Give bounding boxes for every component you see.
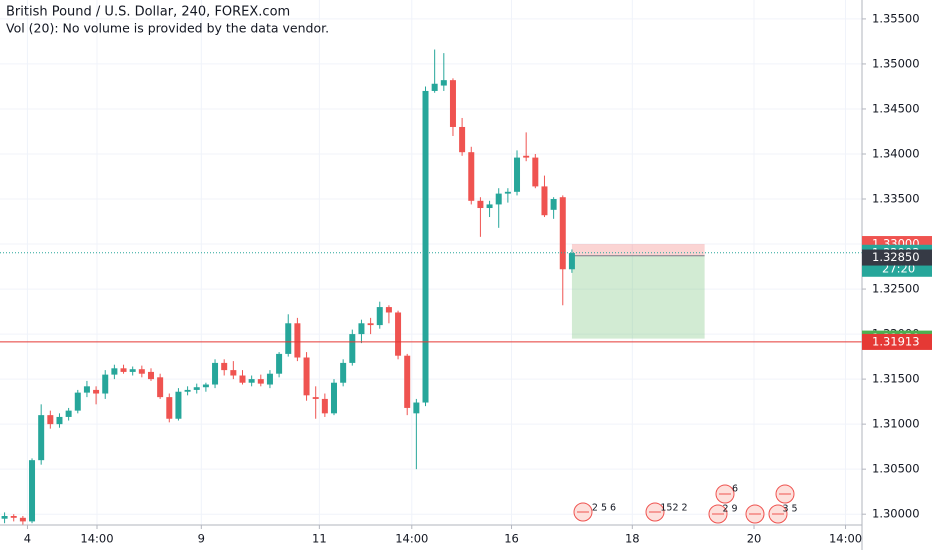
x-tick-label: 14:00 xyxy=(829,532,862,546)
price-label: 1.32850 xyxy=(872,250,920,264)
candle-body xyxy=(193,387,200,390)
x-tick-label: 14:00 xyxy=(80,532,113,546)
event-label: 2 5 6 xyxy=(592,503,616,514)
x-tick-label: 16 xyxy=(504,532,519,546)
candle-body xyxy=(276,353,283,374)
candle-body xyxy=(266,373,273,385)
x-tick-label: 18 xyxy=(625,532,640,546)
candle-body xyxy=(404,355,411,408)
candle-body xyxy=(385,307,392,313)
candle-body xyxy=(230,370,237,376)
x-tick-label: 14:00 xyxy=(395,532,428,546)
candle-body xyxy=(10,515,17,518)
candle-body xyxy=(550,199,557,210)
candle-body xyxy=(303,357,310,396)
candle-body xyxy=(422,90,429,403)
price-label-bg xyxy=(862,249,932,266)
x-tick-label: 4 xyxy=(24,532,31,546)
x-tick-label: 20 xyxy=(747,532,762,546)
candle-body xyxy=(321,398,328,414)
candle-body xyxy=(459,126,466,153)
candle-body xyxy=(514,157,521,192)
x-tick-label: 11 xyxy=(312,532,327,546)
candle-body xyxy=(93,389,100,394)
candle-body xyxy=(147,371,154,380)
candle-body xyxy=(495,193,502,205)
candle-body xyxy=(56,416,63,425)
y-tick-label: 1.30500 xyxy=(872,462,920,476)
candle-body xyxy=(221,362,228,371)
candle-body xyxy=(38,415,45,461)
candle-body xyxy=(367,323,374,326)
candle-body xyxy=(175,391,182,419)
candle-body xyxy=(468,152,475,201)
candle-body xyxy=(111,368,118,375)
candle-body xyxy=(440,80,447,86)
candle-body xyxy=(312,397,319,399)
price-label-bg xyxy=(862,333,932,350)
y-tick-label: 1.33500 xyxy=(872,192,920,206)
candle-body xyxy=(257,379,264,384)
candle-body xyxy=(376,307,383,326)
candle-body xyxy=(83,386,90,393)
candle-body xyxy=(102,374,109,394)
target-zone xyxy=(571,255,705,339)
price-label: 1.31913 xyxy=(872,334,920,348)
candle-body xyxy=(559,197,566,270)
candle-body xyxy=(486,204,493,209)
candle-body xyxy=(19,517,26,522)
candle-body xyxy=(285,323,292,354)
candle-body xyxy=(129,369,136,372)
candle-body xyxy=(184,389,191,392)
candle-body xyxy=(166,397,173,419)
candle-body xyxy=(202,384,209,388)
candle-body xyxy=(431,83,438,91)
candle-body xyxy=(138,369,145,374)
y-tick-label: 1.31500 xyxy=(872,372,920,386)
grid xyxy=(0,0,862,525)
candle-body xyxy=(65,410,72,417)
candle-body xyxy=(294,323,301,358)
stop-zone xyxy=(571,244,705,256)
plot xyxy=(0,49,862,525)
candle-body xyxy=(248,379,255,383)
candle-body xyxy=(523,155,530,158)
candle-body xyxy=(395,312,402,356)
y-tick-label: 1.31000 xyxy=(872,417,920,431)
candle-body xyxy=(449,80,456,127)
candle-body xyxy=(47,415,54,425)
candle-body xyxy=(358,323,365,335)
candle-body xyxy=(331,382,338,414)
event-label: 2 9 xyxy=(722,504,737,515)
candle-body xyxy=(532,157,539,187)
candle-body xyxy=(1,515,8,519)
candle-body xyxy=(74,392,81,411)
event-label: 6 xyxy=(732,484,738,495)
event-label: 3 5 xyxy=(782,504,797,515)
y-tick-label: 1.30000 xyxy=(872,507,920,521)
candle-body xyxy=(212,362,219,385)
candle-body xyxy=(568,253,575,270)
y-tick-label: 1.35000 xyxy=(872,56,920,70)
candle-body xyxy=(120,368,127,372)
candle-body xyxy=(239,375,246,383)
y-tick-label: 1.35500 xyxy=(872,11,920,25)
subtitle: Vol (20): No volume is provided by the d… xyxy=(6,21,329,36)
candle-body xyxy=(541,186,548,216)
candle-body xyxy=(504,191,511,194)
y-tick-label: 1.34500 xyxy=(872,101,920,115)
candle-body xyxy=(157,377,164,398)
x-tick-label: 9 xyxy=(198,532,205,546)
y-tick-label: 1.32500 xyxy=(872,282,920,296)
chart-title: British Pound / U.S. Dollar, 240, FOREX.… xyxy=(6,5,290,20)
candle-body xyxy=(340,362,347,383)
candle-body xyxy=(413,402,420,414)
candle-body xyxy=(349,334,356,363)
event-label: 152 2 xyxy=(660,503,687,514)
candle-body xyxy=(29,460,36,522)
y-tick-label: 1.34000 xyxy=(872,146,920,160)
candle-body xyxy=(477,200,484,209)
